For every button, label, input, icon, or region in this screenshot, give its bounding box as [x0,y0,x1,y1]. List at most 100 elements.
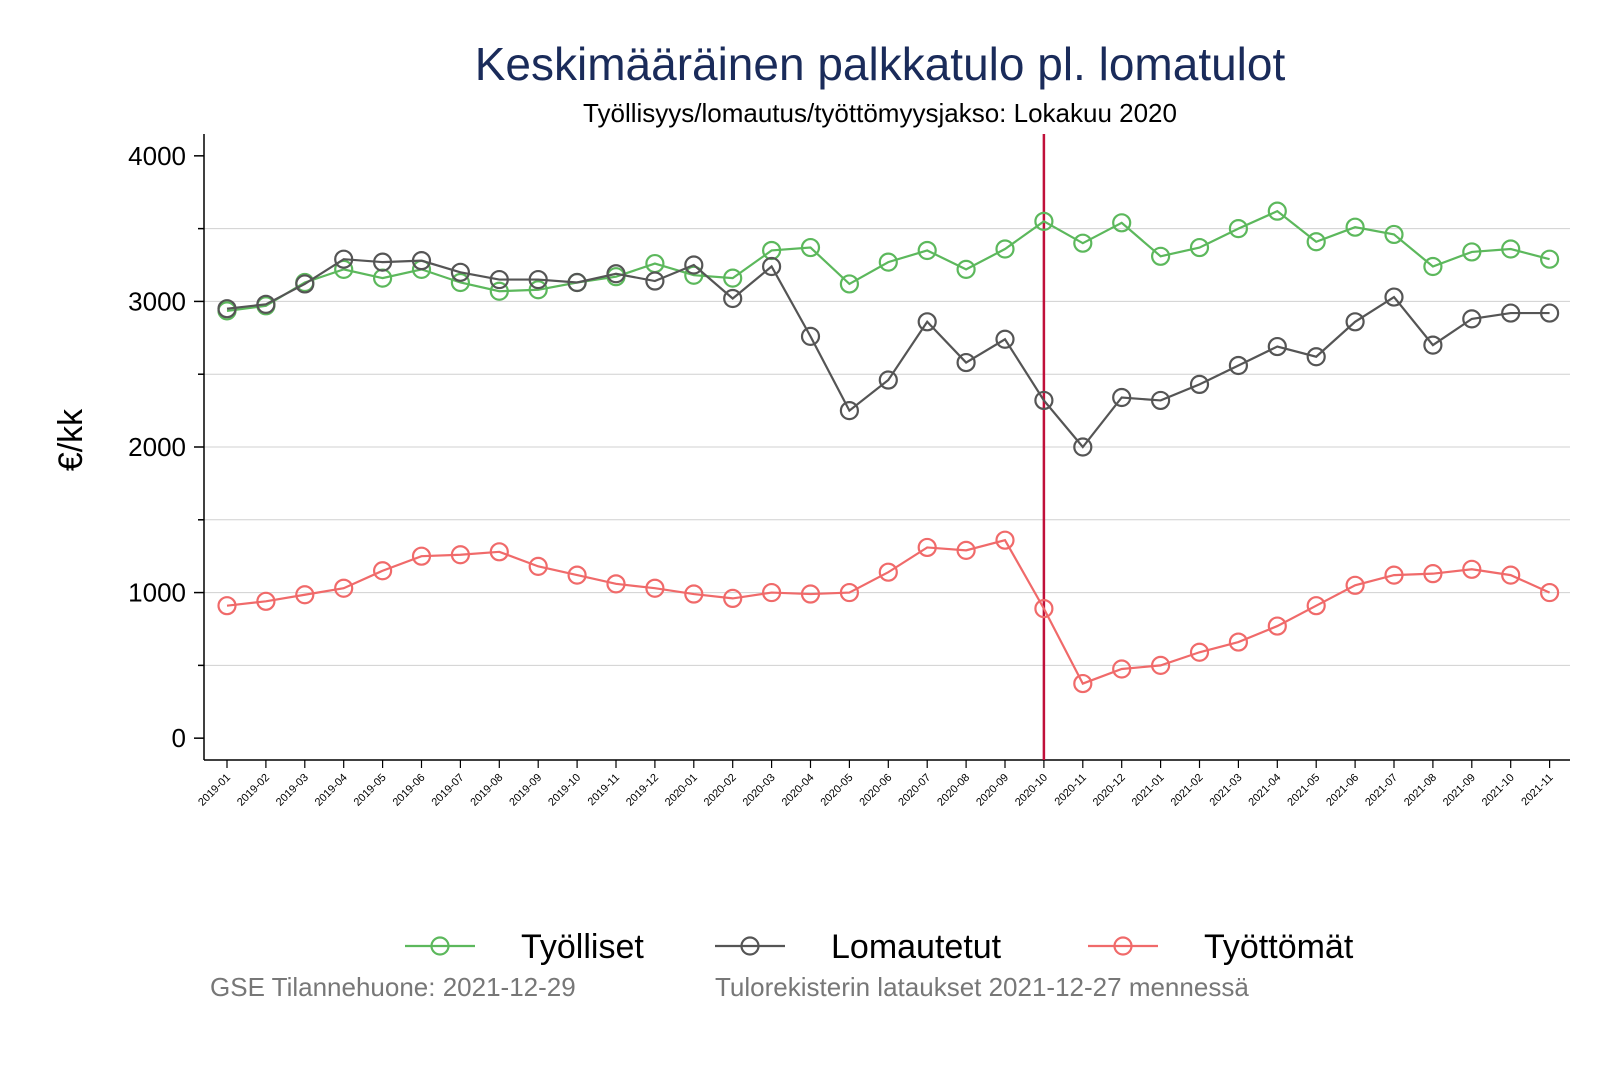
data-point [995,530,1015,550]
data-point [1462,309,1482,329]
data-point [1112,659,1132,679]
data-point [956,259,976,279]
data-point [1267,616,1287,636]
x-tick-label: 2020-01 [663,772,700,809]
x-tick-label: 2021-09 [1441,772,1478,809]
data-point [956,352,976,373]
data-point [1150,390,1171,411]
x-tick-label: 2020-09 [974,772,1011,809]
data-point [684,265,704,285]
x-tick-label: 2019-06 [391,772,428,809]
data-point [1539,249,1560,269]
data-point [878,252,898,272]
data-point [1228,219,1249,239]
data-point [761,582,782,603]
y-axis-ticks: 0 1000 2000 3000 4000 [128,141,204,753]
gridlines [204,228,1570,666]
data-point [373,561,393,581]
data-point [295,274,315,294]
data-point [839,582,860,603]
series-line [226,538,1551,685]
y-tick-label: 4000 [128,141,186,171]
data-point [1112,213,1132,233]
data-point [1539,303,1560,323]
x-tick-label: 2021-03 [1207,772,1244,809]
data-point [256,294,276,314]
data-point [450,272,470,293]
y-tick-label: 3000 [128,286,186,316]
data-point [528,280,548,300]
data-point [567,272,587,293]
data-point [917,537,937,558]
x-tick-label: 2021-02 [1169,772,1206,809]
x-tick-label: 2021-04 [1246,772,1283,809]
chart-title: Keskimääräinen palkkatulo pl. lomatulot [475,38,1286,90]
data-point [528,269,548,290]
data-point [800,326,821,346]
data-point [1150,655,1171,675]
data-point [800,584,821,604]
data-point [489,269,509,290]
data-point [1228,355,1249,376]
legend-marker [1113,936,1133,956]
series-Lomautetut [217,249,1560,457]
data-point [645,271,665,291]
data-point [528,556,548,576]
footer-note-left: GSE Tilannehuone: 2021-12-29 [210,972,576,1002]
series-group [217,201,1560,694]
data-point [1423,564,1443,584]
x-tick-label: 2020-06 [857,772,894,809]
x-tick-label: 2020-04 [780,772,817,809]
data-point [334,249,354,269]
data-point [489,281,509,301]
legend-marker [430,936,450,956]
data-point [645,578,665,598]
x-tick-label: 2020-03 [741,772,778,809]
data-point [1073,233,1093,253]
data-point [450,262,470,282]
chart-subtitle: Työllisyys/lomautus/työttömyysjakso: Lok… [583,98,1177,128]
data-point [1034,390,1054,411]
data-point [217,596,237,616]
x-tick-label: 2019-08 [468,772,505,809]
x-tick-label: 2021-01 [1130,772,1167,809]
data-point [1345,312,1365,332]
x-tick-label: 2021-06 [1324,772,1361,809]
data-point [1073,673,1093,694]
x-tick-label: 2019-03 [274,772,311,809]
data-point [839,401,860,421]
series-line [226,258,1550,449]
data-point [917,240,937,261]
data-point [995,329,1015,349]
x-tick-label: 2021-11 [1519,772,1555,808]
data-point [1345,217,1365,237]
data-point [1034,211,1054,231]
y-tick-label: 1000 [128,578,186,608]
x-tick-label: 2021-08 [1402,772,1439,809]
series-Työttömät [217,530,1560,694]
data-point [411,251,432,271]
data-point [1112,387,1132,408]
legend: Työlliset Lomautetut Työttömät [405,928,1354,966]
x-tick-label: 2019-07 [429,772,466,809]
data-point [723,588,743,609]
data-point [723,268,743,288]
x-tick-label: 2019-05 [352,772,389,809]
data-point [606,264,626,284]
data-point [761,256,782,277]
data-point [256,591,276,611]
data-point [1462,559,1482,579]
x-tick-label: 2019-12 [624,772,661,809]
data-point [606,574,626,594]
data-point [1267,336,1287,357]
data-point [1462,242,1482,262]
data-point [1501,303,1521,323]
x-tick-label: 2021-07 [1363,772,1400,809]
data-point [878,370,898,390]
data-point [1189,237,1210,258]
x-tick-label: 2020-12 [1091,772,1128,809]
data-point [917,312,937,332]
data-point [1306,232,1326,252]
data-point [1384,565,1404,585]
